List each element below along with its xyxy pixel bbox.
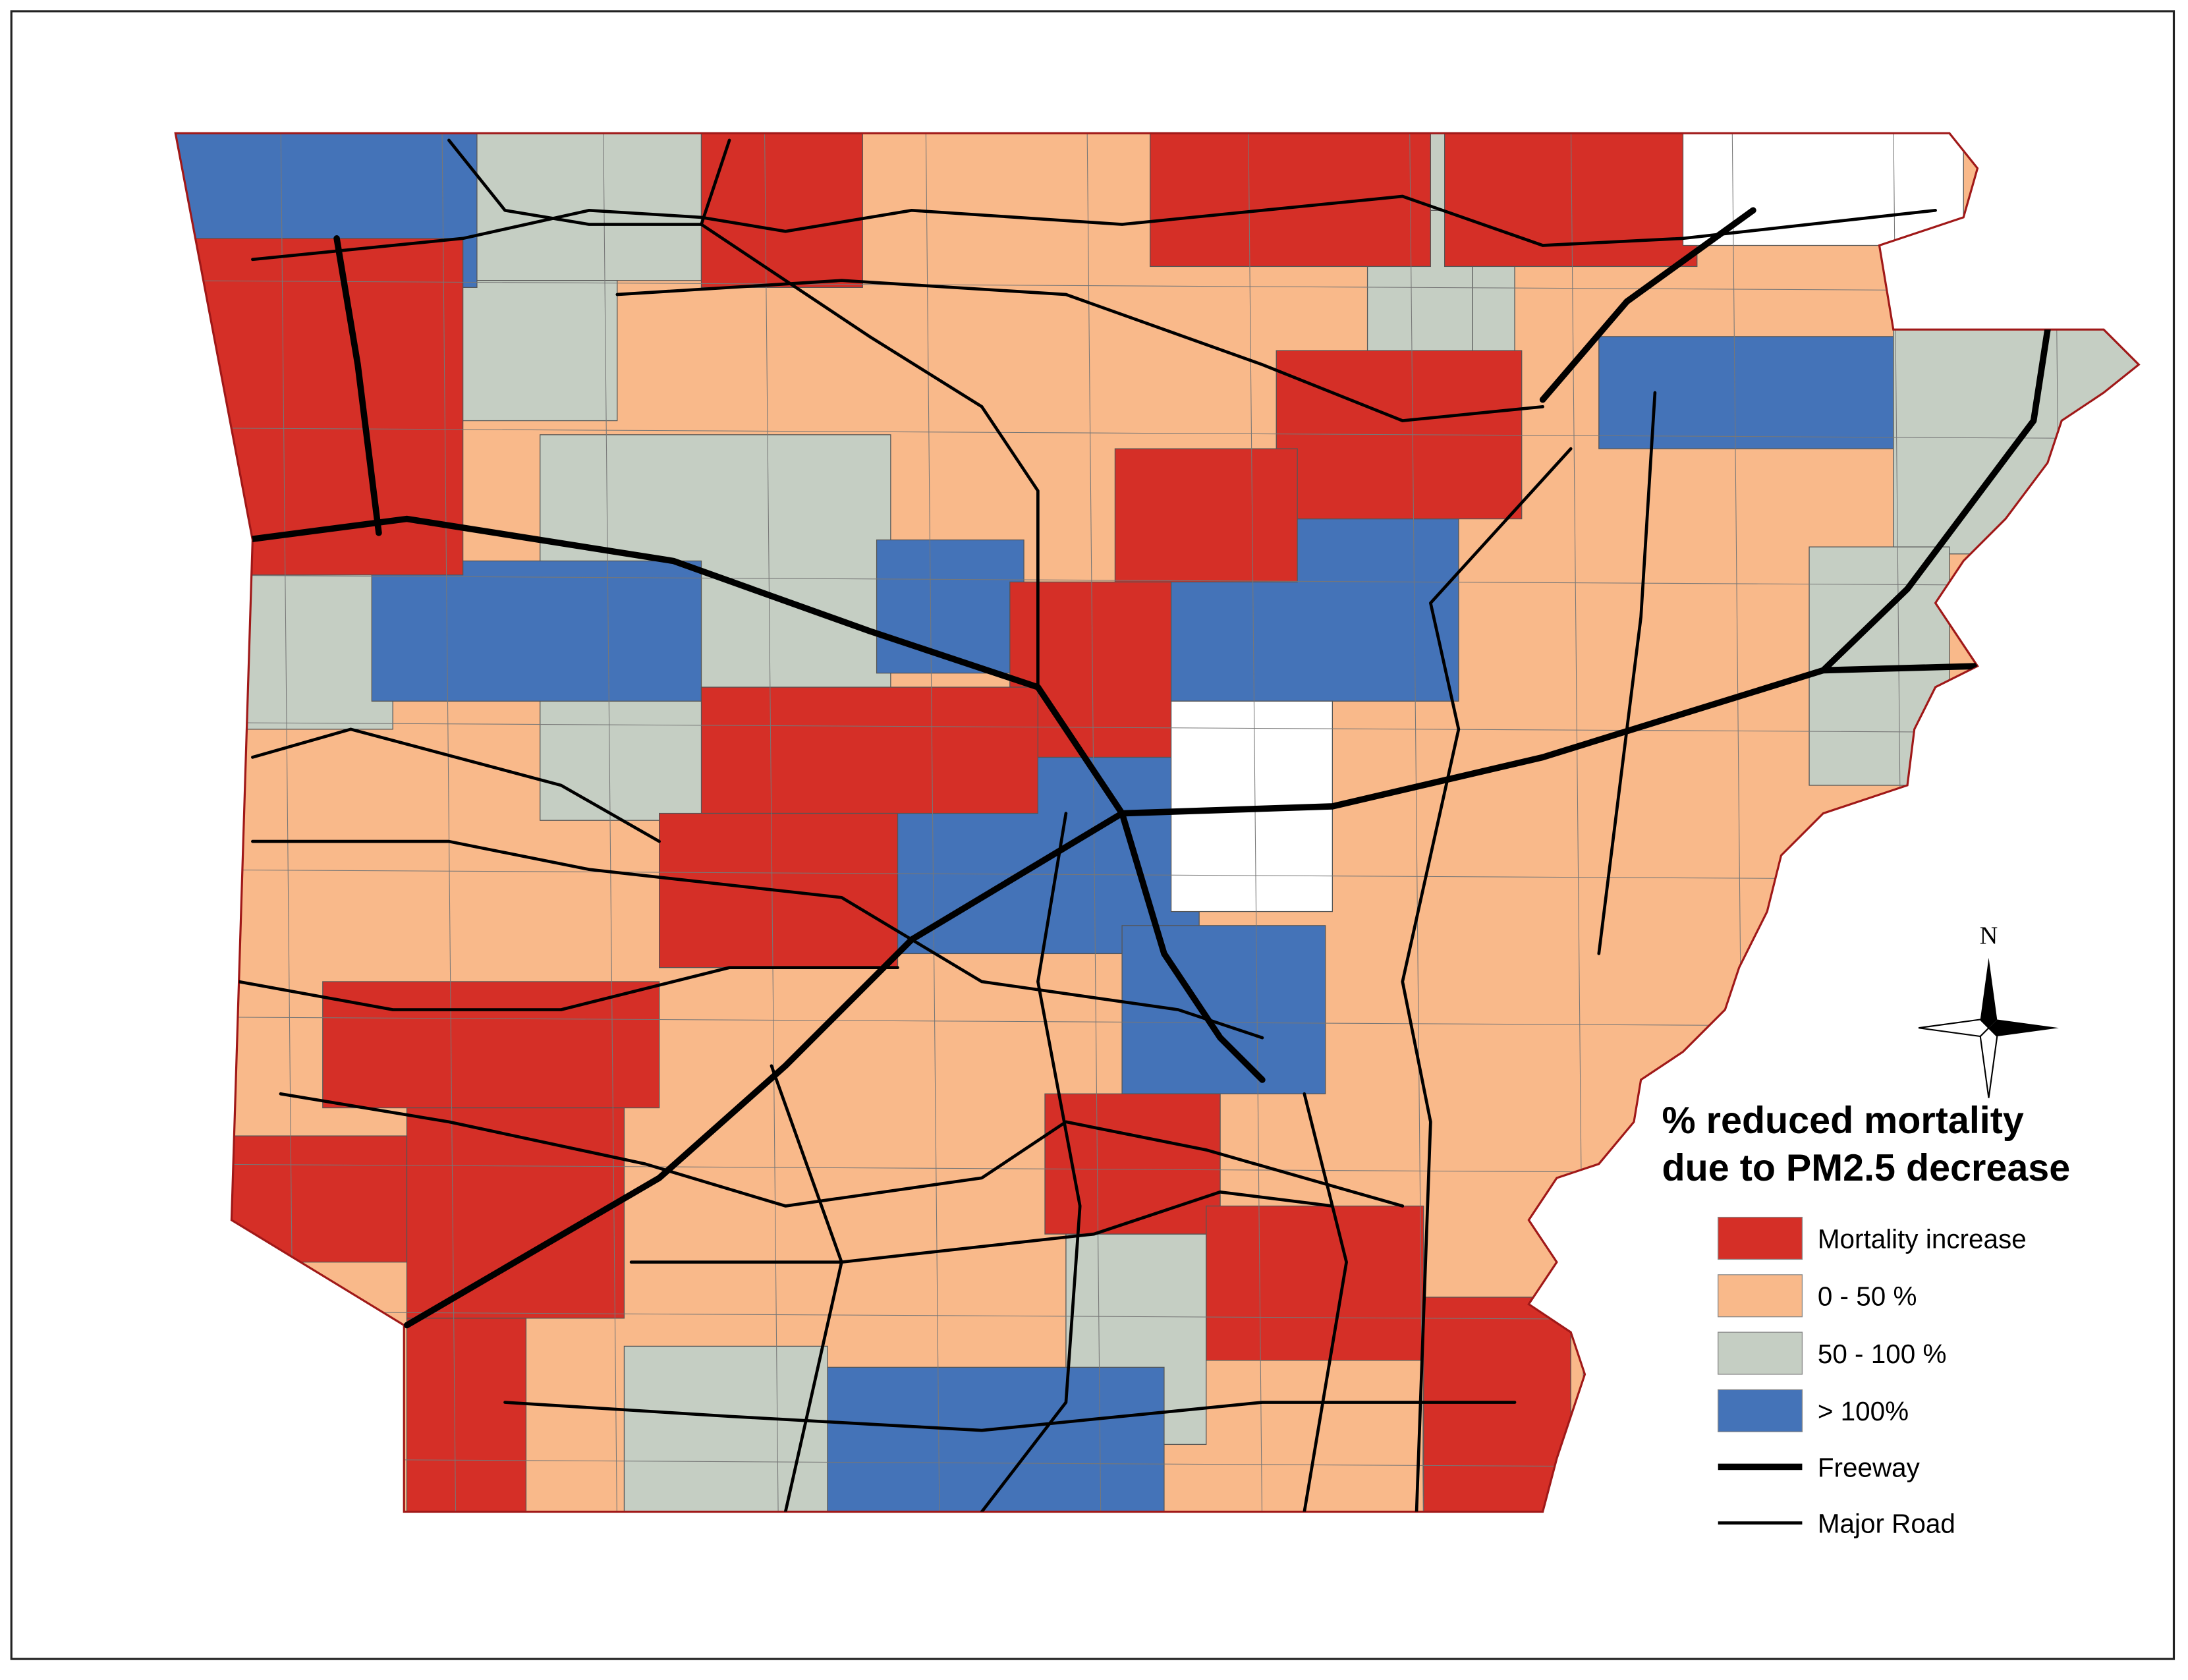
county-area	[700, 133, 863, 288]
county-area	[1121, 925, 1326, 1094]
legend-label: 50 - 100 %	[1818, 1339, 1947, 1369]
county-area	[827, 1366, 1165, 1512]
legend-title: due to PM2.5 decrease	[1662, 1147, 2071, 1189]
county-area	[700, 686, 1038, 814]
county-boundary	[1248, 133, 1263, 1512]
county-boundary	[602, 133, 618, 1512]
major-road	[1303, 1092, 1348, 1512]
freeway	[1820, 326, 2051, 674]
major-road	[1597, 391, 1657, 955]
county-boundary	[441, 133, 457, 1512]
county-boundary	[175, 574, 2139, 587]
county-area	[406, 1318, 527, 1512]
major-road	[447, 138, 731, 226]
county-area	[1114, 448, 1298, 582]
legend-label: Freeway	[1818, 1452, 1921, 1482]
legend-label: Major Road	[1818, 1509, 1955, 1539]
county-area	[659, 812, 899, 968]
freeway	[333, 235, 382, 536]
legend-label: Mortality increase	[1818, 1223, 2027, 1254]
freeway	[1539, 207, 1756, 403]
major-road	[279, 1092, 1405, 1208]
county-area	[371, 560, 702, 702]
county-area	[876, 539, 1024, 674]
legend-swatch	[1718, 1274, 1803, 1318]
legend-label: > 100%	[1818, 1396, 1909, 1426]
county-boundary	[1409, 133, 1424, 1512]
county-area	[463, 133, 702, 281]
county-area	[406, 1107, 625, 1319]
major-road	[1401, 447, 1573, 1512]
major-road	[251, 727, 661, 843]
county-layer	[175, 133, 2139, 1512]
county-area	[1044, 1093, 1221, 1235]
north-label: N	[1980, 922, 1998, 950]
legend-label: 0 - 50 %	[1818, 1281, 1917, 1312]
freeway	[242, 515, 1981, 817]
county-area	[1206, 1205, 1424, 1361]
legend: Mortality increase 0 - 50 % 50 - 100 % > 10…	[1718, 1216, 2027, 1539]
major-road	[629, 1190, 1334, 1264]
county-boundary	[175, 280, 2139, 293]
arrow-east	[1988, 1019, 2059, 1036]
freeway	[1119, 810, 1266, 1083]
road-layer	[237, 138, 2051, 1512]
county-area	[1423, 1297, 1571, 1512]
county-area	[434, 280, 618, 422]
county-boundary	[175, 427, 2139, 439]
county-area	[322, 981, 660, 1109]
state-outline	[174, 132, 2141, 1513]
county-boundary	[175, 721, 2139, 734]
north-arrow: N	[1918, 922, 2059, 1098]
legend-swatch	[1718, 1331, 1803, 1375]
arrow-west	[1918, 1019, 1990, 1038]
legend-swatch	[1718, 1389, 1803, 1432]
county-area	[1150, 133, 1431, 267]
major-road	[700, 223, 1040, 689]
major-road	[615, 279, 1544, 422]
county-area	[1598, 336, 1894, 449]
major-road	[503, 1401, 1517, 1432]
major-road	[251, 839, 1264, 1040]
arrow-north	[1980, 957, 1998, 1028]
county-area	[623, 1345, 828, 1512]
county-boundary	[764, 133, 779, 1512]
freeway	[403, 810, 1125, 1329]
major-road	[980, 812, 1082, 1512]
legend-swatch	[1718, 1216, 1803, 1260]
major-road	[237, 966, 899, 1011]
county-boundary	[925, 133, 940, 1512]
major-road	[251, 194, 1937, 262]
county-area	[1444, 133, 1698, 267]
legend-title: % reduced mortality	[1662, 1100, 2024, 1142]
